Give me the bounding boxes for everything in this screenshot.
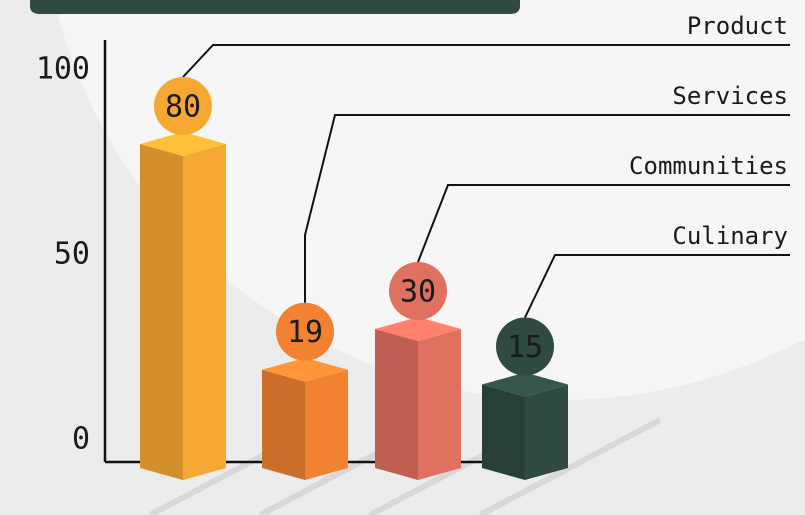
leader-line [417,184,790,263]
leader-line [304,114,790,303]
leader-line [524,254,790,318]
value-label: 80 [165,90,201,125]
bar-left-face [482,384,525,480]
value-badge [154,77,212,135]
y-tick-label: 50 [54,237,90,272]
y-tick-label: 100 [36,52,90,87]
bar-top-face [262,357,348,382]
category-label: Culinary [672,222,788,250]
bar [140,132,226,480]
bar-right-face [418,329,461,480]
category-label: Communities [629,152,788,180]
bar-right-face [305,369,348,480]
bar-left-face [140,144,183,480]
value-badge [276,302,334,361]
header-bar [30,0,520,14]
bar-top-face [140,132,226,156]
value-badge [389,262,447,320]
leader-line [182,44,790,78]
value-badge [496,317,554,376]
bar-right-face [525,384,568,480]
category-label: Services [672,82,788,110]
value-label: 15 [507,330,543,365]
bar-right-face [183,144,226,480]
value-label: 19 [287,315,323,350]
bar [375,317,461,480]
background-circle [54,0,805,400]
bar-left-face [262,369,305,480]
bar-top-face [482,372,568,397]
bar [482,372,568,480]
bar [262,357,348,480]
value-label: 30 [400,275,436,310]
category-label: Product [687,12,788,40]
bar-top-face [375,317,461,341]
bar-left-face [375,329,418,480]
y-tick-label: 0 [72,422,90,457]
